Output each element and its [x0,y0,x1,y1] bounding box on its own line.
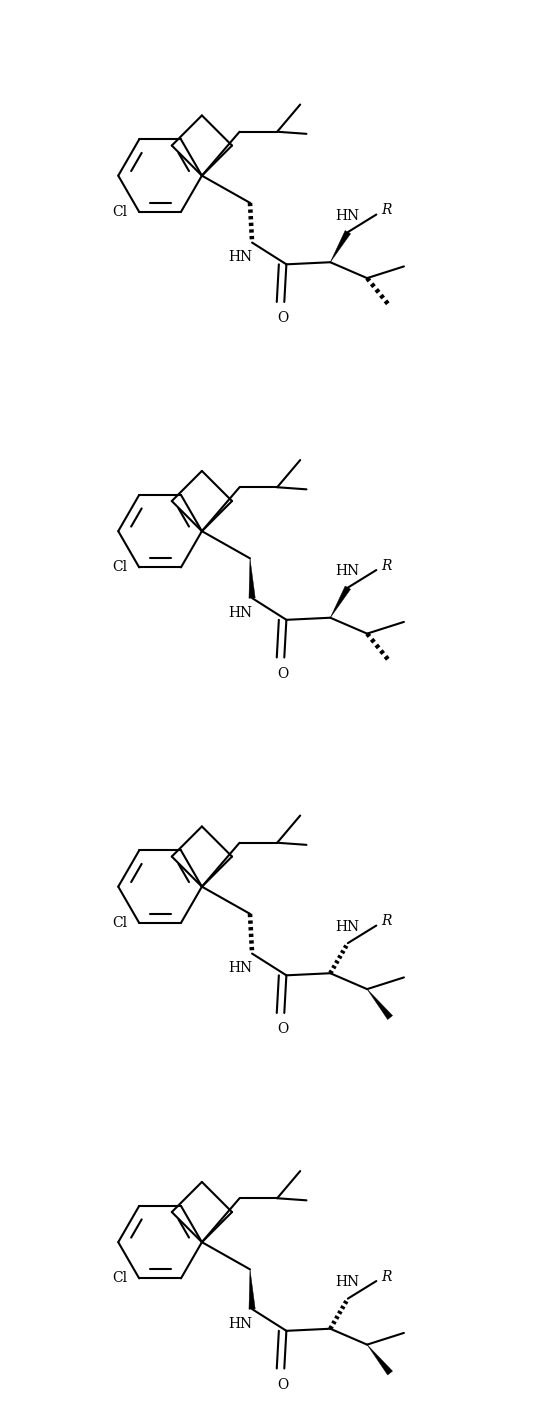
Polygon shape [367,990,393,1020]
Text: HN: HN [228,250,252,264]
Text: HN: HN [335,209,359,223]
Text: HN: HN [335,565,359,579]
Text: HN: HN [335,920,359,934]
Text: O: O [277,311,288,326]
Text: HN: HN [335,1276,359,1290]
Text: HN: HN [228,961,252,975]
Text: R: R [381,203,392,218]
Text: R: R [381,914,392,929]
Text: R: R [381,1270,392,1284]
Text: HN: HN [228,1317,252,1331]
Polygon shape [249,559,255,599]
Text: Cl: Cl [112,1271,127,1285]
Text: O: O [277,667,288,681]
Text: Cl: Cl [112,205,127,219]
Text: HN: HN [228,606,252,620]
Text: Cl: Cl [112,560,127,574]
Polygon shape [367,1345,393,1375]
Text: O: O [277,1022,288,1037]
Polygon shape [330,230,351,262]
Text: O: O [277,1378,288,1392]
Text: R: R [381,559,392,573]
Polygon shape [249,1270,255,1310]
Polygon shape [330,586,351,617]
Text: Cl: Cl [112,916,127,930]
